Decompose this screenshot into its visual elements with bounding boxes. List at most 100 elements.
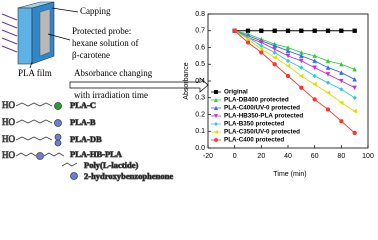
y-axis-label: Absorbance xyxy=(183,62,190,99)
legend-label: Original xyxy=(224,89,248,96)
process-arrow xyxy=(69,77,209,93)
series-line xyxy=(234,30,355,134)
marker xyxy=(339,28,344,33)
marker xyxy=(272,28,277,33)
marker xyxy=(352,66,357,72)
marker xyxy=(259,40,264,45)
legend-marker xyxy=(214,90,218,94)
marker xyxy=(325,107,331,112)
ho-label: HO xyxy=(2,117,15,127)
y-tick-label: 0.5 xyxy=(195,61,205,68)
capping-block xyxy=(39,8,51,57)
marker xyxy=(352,76,357,82)
marker xyxy=(245,36,251,42)
marker xyxy=(312,65,317,70)
legend-marker xyxy=(213,121,219,127)
x-tick-label: -20 xyxy=(203,153,213,160)
chain xyxy=(15,119,53,124)
legend-marker xyxy=(213,105,219,110)
legend-label: PLA-C350/UV-0 protected xyxy=(224,129,300,136)
legend-label: PLA-HB350-PLA protected xyxy=(224,113,303,120)
marker xyxy=(285,48,291,53)
legend-marker xyxy=(213,97,219,102)
marker xyxy=(325,58,331,64)
marker xyxy=(339,119,344,124)
marker xyxy=(272,55,277,60)
marker xyxy=(298,73,304,79)
end-group xyxy=(36,152,44,160)
end-group xyxy=(54,139,62,147)
polymer-label: PLA-HB-PLA xyxy=(70,149,123,159)
key-chain xyxy=(61,162,78,167)
marker xyxy=(352,28,357,33)
probe-label: β-carotene xyxy=(72,50,110,60)
probe-label: hexane solution of xyxy=(72,38,139,48)
probe-pointer xyxy=(47,33,71,41)
legend-marker xyxy=(214,138,218,142)
marker xyxy=(325,90,331,95)
marker xyxy=(285,73,291,79)
film-front xyxy=(17,7,33,65)
marker xyxy=(285,58,291,64)
marker xyxy=(285,28,291,33)
ho-label: HO xyxy=(2,150,15,160)
key-label: Poly(L-lactide) xyxy=(84,160,138,170)
change-label: Absorbance changing xyxy=(74,68,153,78)
series-line xyxy=(234,30,355,99)
marker xyxy=(312,28,317,33)
x-axis-label: Time (min) xyxy=(273,171,306,178)
chain xyxy=(15,102,53,107)
marker xyxy=(272,47,277,52)
marker xyxy=(232,28,237,33)
film-label: PLA film xyxy=(18,68,52,78)
legend-label: PLA-C400 protected xyxy=(224,137,284,144)
x-tick-label: 100 xyxy=(362,153,374,160)
chart: Time (min) Absorbance 0.0 0.1 0.2 0.3 0.4 0.5… xyxy=(183,11,374,178)
chain xyxy=(15,136,53,141)
end-group xyxy=(54,102,62,110)
y-tick-label: 0.3 xyxy=(195,95,205,102)
capping-label: Capping xyxy=(80,6,111,16)
marker xyxy=(299,85,304,90)
figure: Capping Protected probe: hexane solution… xyxy=(1,1,374,182)
marker xyxy=(352,130,357,136)
capping-pointer xyxy=(51,7,79,13)
x-tick-label: 0 xyxy=(233,153,237,160)
y-tick-label: 0.4 xyxy=(195,78,205,85)
legend-label: PLA-C400/UV-0 protected xyxy=(224,105,300,112)
marker xyxy=(339,70,344,75)
x-tick-label: 60 xyxy=(311,153,319,160)
marker xyxy=(325,65,331,70)
marker xyxy=(325,28,331,33)
marker xyxy=(339,78,344,84)
light-arrows xyxy=(1,13,18,53)
polymer-label: PLA-B xyxy=(70,117,96,127)
polymer-structures: HO PLA-C HO PLA-B HO PLA-DB HO PLA-HB-PL… xyxy=(2,100,174,182)
polymer-label: PLA-DB xyxy=(70,134,102,144)
marker xyxy=(259,50,264,55)
x-tick-label: 40 xyxy=(284,153,292,160)
marker xyxy=(299,53,304,59)
series-line xyxy=(234,30,355,70)
marker xyxy=(258,46,264,52)
ho-label: HO xyxy=(2,134,15,144)
marker xyxy=(259,28,264,33)
marker xyxy=(245,40,251,45)
probe-label: Protected probe: xyxy=(72,26,131,36)
marker xyxy=(245,28,251,33)
film-diagram: Capping Protected probe: hexane solution… xyxy=(1,1,209,100)
marker xyxy=(352,108,357,114)
series-line xyxy=(234,30,355,89)
marker xyxy=(325,72,331,77)
legend-label: PLA-DB400 protected xyxy=(224,97,289,104)
marker xyxy=(312,58,317,64)
marker xyxy=(325,80,331,85)
marker xyxy=(299,58,304,64)
chain xyxy=(15,152,37,157)
marker xyxy=(312,53,317,59)
series-line xyxy=(234,30,355,112)
ho-label: HO xyxy=(2,100,15,110)
marker xyxy=(312,82,317,87)
marker xyxy=(312,73,317,79)
series-line xyxy=(234,30,355,80)
